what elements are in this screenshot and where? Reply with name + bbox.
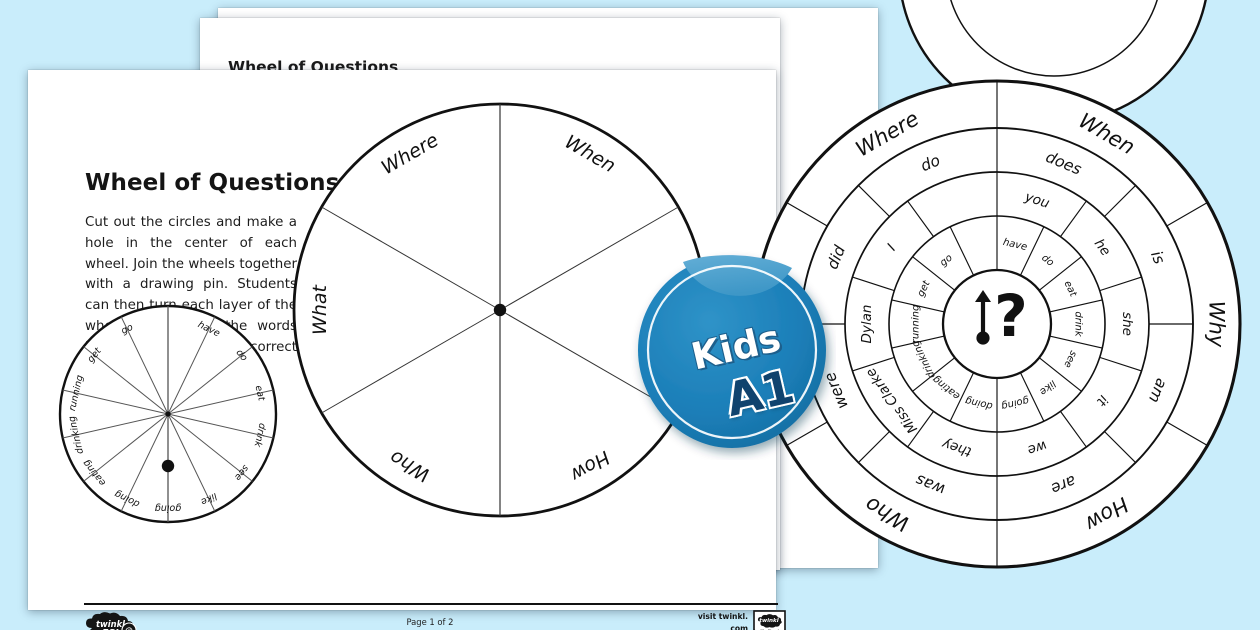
wheel-small-spoke <box>167 413 274 439</box>
wheel-small-spoke <box>167 389 274 415</box>
verb-divider <box>1038 256 1082 291</box>
wheel-big-spoke <box>321 206 501 311</box>
twinkl-esl-logo-icon: twinkl ESL @ <box>82 610 144 630</box>
page-sheet-front[interactable]: Wheel of Questions Cut out the circles a… <box>28 70 786 630</box>
pronoun-divider <box>852 276 895 292</box>
verb-divider <box>912 357 956 392</box>
kids-a1-badge: Kids A1 <box>628 248 836 460</box>
wheel-small-spoke <box>83 413 169 482</box>
wheel-small-spoke <box>62 413 169 439</box>
wheel-small-spoke <box>120 316 169 415</box>
visit-url-line2: com <box>730 623 748 630</box>
pronoun-divider <box>852 356 895 372</box>
wheel-small-pin-dot <box>161 459 175 473</box>
wheel-small-spoke <box>83 346 169 415</box>
arrow-pivot <box>976 331 990 345</box>
verb-divider <box>891 335 945 349</box>
wheel-big-label: What <box>309 283 331 334</box>
wheel-small-spoke <box>167 413 253 482</box>
pronoun-label: she <box>1119 312 1135 336</box>
svg-text:twinkl: twinkl <box>759 618 778 624</box>
wheel-big-spoke <box>499 206 679 311</box>
footer-divider <box>84 603 778 605</box>
wheel-small-spoke <box>167 346 253 415</box>
verb-divider <box>1038 357 1082 392</box>
pronoun-divider <box>1060 200 1087 237</box>
question-word-divider <box>1166 202 1208 227</box>
verb-divider <box>891 299 945 313</box>
verb-divider <box>1049 299 1103 313</box>
verb-divider <box>912 256 956 291</box>
wheel-small-center-hole <box>165 411 171 417</box>
visit-url-line1: visit twinkl. <box>697 612 748 621</box>
auxiliary-divider <box>858 431 890 463</box>
wheel-big-spoke <box>499 309 679 414</box>
pronoun-label: we <box>1025 437 1048 458</box>
up-arrow-icon <box>975 290 991 345</box>
verb-label: running <box>911 305 922 344</box>
quality-standard-badge-icon: twinkl Quality Standard Approved <box>753 610 786 630</box>
pronoun-divider <box>1099 356 1142 372</box>
wheel-small-label: eat <box>253 384 267 403</box>
auxiliary-divider <box>858 185 890 217</box>
wheel-small-verbs[interactable]: have do eat drink see like going doing eating dri… <box>44 290 292 538</box>
wheel-big-spoke <box>321 309 501 414</box>
wheel-small-label: drink <box>251 422 267 448</box>
verb-divider <box>949 226 975 276</box>
wheel-small-label: going <box>155 503 182 514</box>
svg-text:@: @ <box>125 626 133 630</box>
verb-divider <box>1019 372 1045 422</box>
page-number: Page 1 of 2 <box>406 617 454 627</box>
wheel-hub <box>941 268 1053 380</box>
auxiliary-divider <box>1104 185 1136 217</box>
auxiliary-divider <box>1104 431 1136 463</box>
page-title: Wheel of Questions <box>85 170 340 196</box>
wheel-small-label: go <box>119 322 135 337</box>
wheel-small-spoke <box>167 316 216 415</box>
wheel-small-spoke <box>167 413 216 512</box>
wheel-small-spoke <box>120 413 169 512</box>
wheel-big-question-words[interactable]: WhenWhyHowWhoWhatWhere <box>290 82 710 532</box>
wheel-small-spoke <box>62 389 169 415</box>
pronoun-label: you <box>1022 189 1051 212</box>
question-mark-icon: ? <box>994 282 1028 350</box>
verb-divider <box>1049 335 1103 349</box>
pronoun-divider <box>1099 276 1142 292</box>
visit-url: visit twinkl. com <box>662 611 748 630</box>
question-word-divider <box>786 202 828 227</box>
wheel-concentric-assembled[interactable]: WhenWhyHowWhoWhatWheredoesisamarewaswere… <box>752 48 1242 600</box>
verb-label: drink <box>1073 311 1084 338</box>
pronoun-label: Dylan <box>859 305 875 344</box>
verb-divider <box>1019 226 1045 276</box>
question-word-label: Why <box>1205 301 1229 348</box>
pronoun-divider <box>1060 411 1087 448</box>
pronoun-divider <box>907 200 934 237</box>
pronoun-divider <box>907 411 934 448</box>
wheel-big-center-hole <box>493 303 507 317</box>
arrow-head <box>975 290 991 302</box>
badge-shape <box>638 255 826 448</box>
question-word-divider <box>786 421 828 446</box>
svg-text:twinkl: twinkl <box>96 619 125 629</box>
verb-label: have <box>1002 237 1028 253</box>
question-word-divider <box>1166 421 1208 446</box>
verb-divider <box>949 372 975 422</box>
